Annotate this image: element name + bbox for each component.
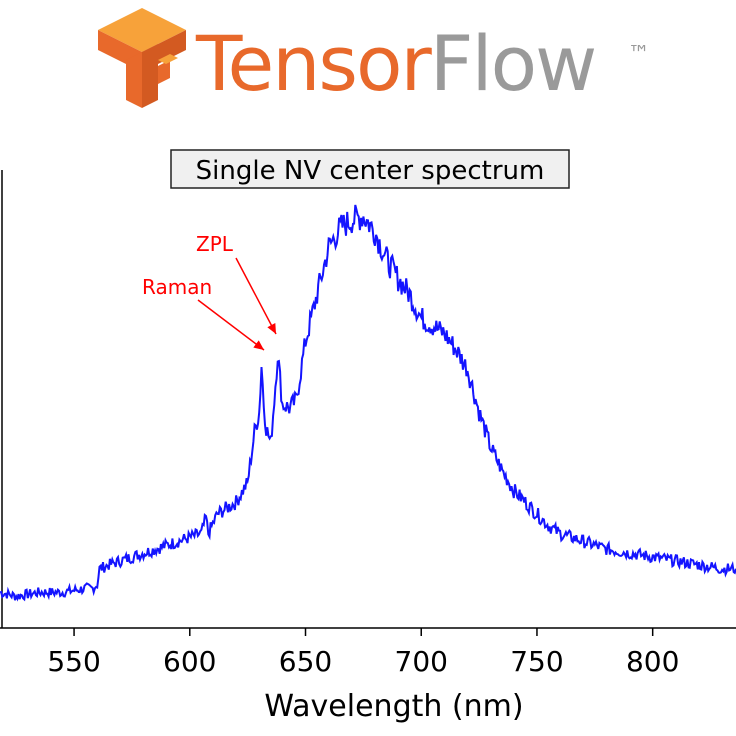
annotation-raman-label: Raman xyxy=(142,275,212,299)
chart-title-box: Single NV center spectrum xyxy=(170,149,570,189)
spectrum-chart: Single NV center spectrum 550 600 650 700 75… xyxy=(0,149,736,724)
x-tick-label-800: 800 xyxy=(626,645,679,678)
x-tick-label-750: 750 xyxy=(510,645,563,678)
x-ticks: 550 600 650 700 750 800 xyxy=(47,628,679,678)
spectrum-series-line xyxy=(0,204,736,602)
chart-title: Single NV center spectrum xyxy=(196,156,545,186)
tensorflow-logo-icon xyxy=(98,8,186,108)
trademark-symbol: ™ xyxy=(628,42,650,67)
x-tick-label-550: 550 xyxy=(47,645,100,678)
wordmark-flow: Flow xyxy=(429,19,597,108)
annotation-raman-arrow xyxy=(197,299,265,351)
wordmark-tensor: Tensor xyxy=(196,19,432,108)
x-tick-label-650: 650 xyxy=(279,645,332,678)
annotation-zpl-arrowhead xyxy=(267,323,276,334)
tensorflow-wordmark: TensorFlow xyxy=(196,18,597,110)
x-axis-label: Wavelength (nm) xyxy=(264,689,523,724)
annotations: ZPL Raman xyxy=(142,232,277,351)
chart-title-frame xyxy=(170,149,570,189)
x-tick-label-700: 700 xyxy=(395,645,448,678)
annotation-raman-arrowhead xyxy=(253,340,264,350)
annotation-zpl-arrow xyxy=(235,257,277,335)
annotation-zpl-label: ZPL xyxy=(196,232,234,256)
x-tick-label-600: 600 xyxy=(163,645,216,678)
